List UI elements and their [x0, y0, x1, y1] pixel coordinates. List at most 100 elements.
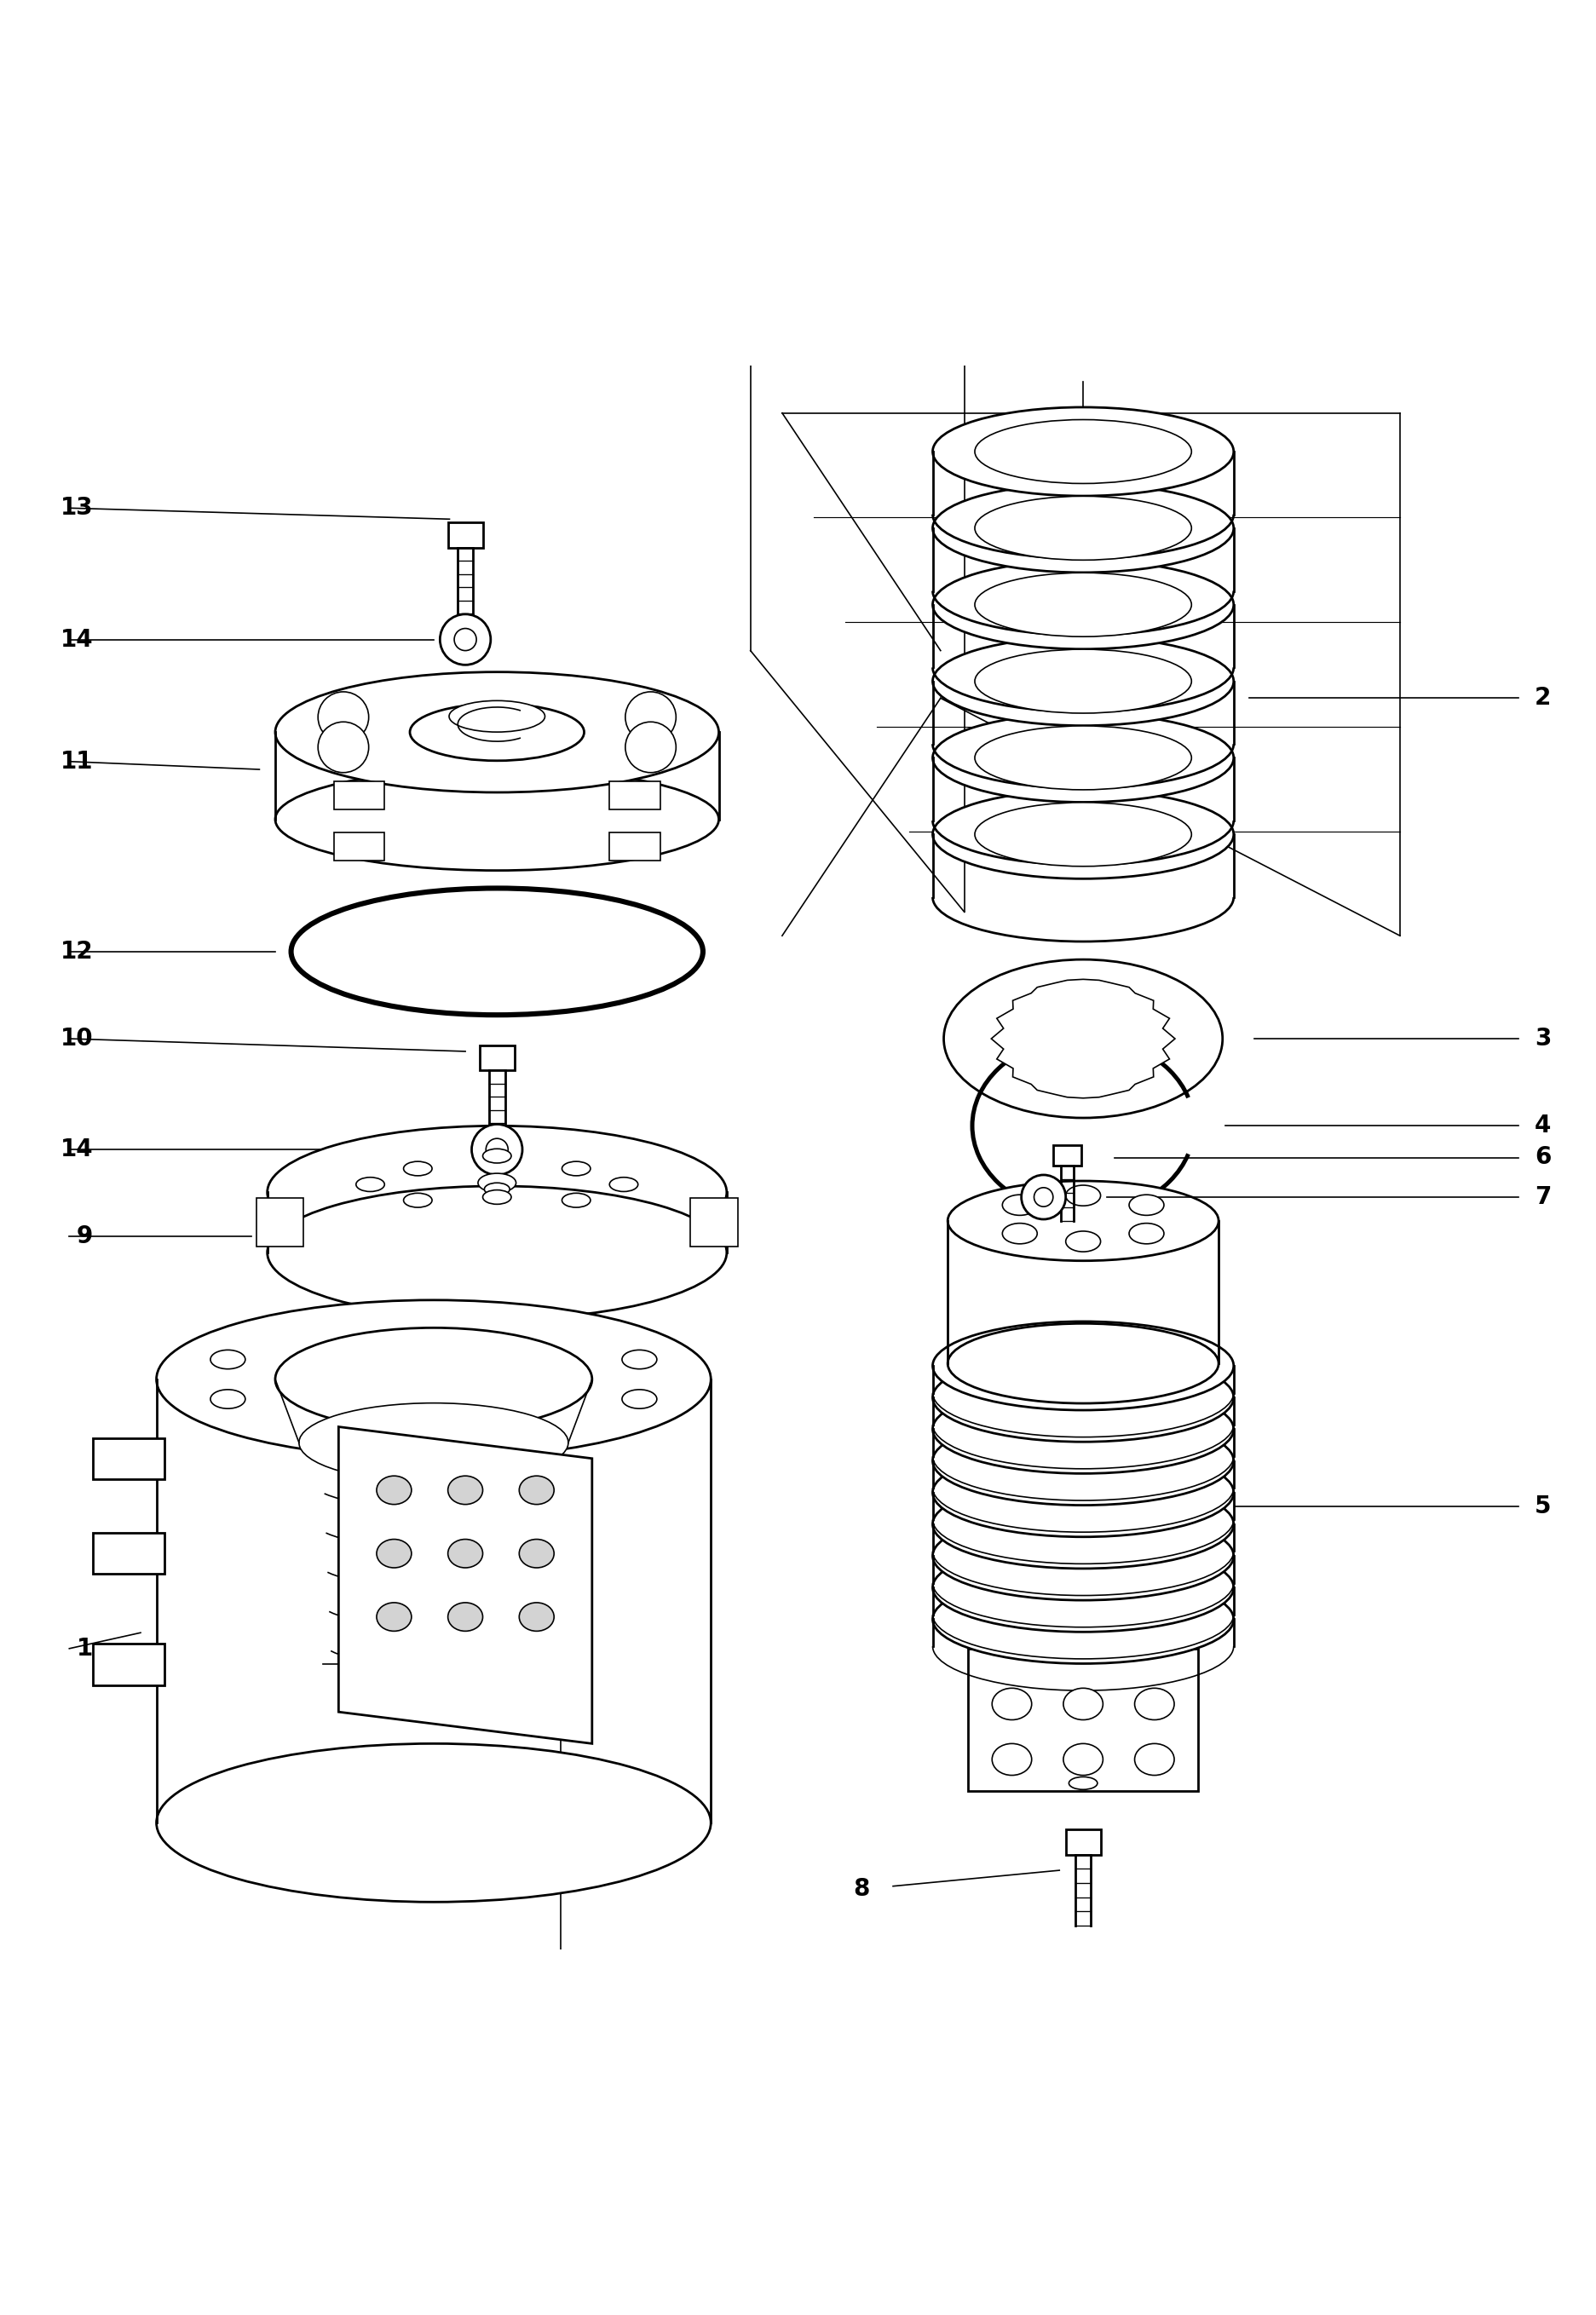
Ellipse shape — [1002, 1222, 1037, 1243]
Ellipse shape — [932, 484, 1234, 572]
Ellipse shape — [484, 1183, 509, 1195]
Ellipse shape — [1063, 1688, 1103, 1720]
Ellipse shape — [932, 1354, 1234, 1442]
Polygon shape — [991, 979, 1175, 1097]
Ellipse shape — [404, 1192, 433, 1208]
Ellipse shape — [932, 1479, 1234, 1570]
Ellipse shape — [1066, 1232, 1101, 1252]
Ellipse shape — [975, 648, 1192, 713]
Ellipse shape — [975, 803, 1192, 866]
Ellipse shape — [1135, 1688, 1175, 1720]
Ellipse shape — [211, 1350, 246, 1368]
Ellipse shape — [1069, 1778, 1098, 1789]
Circle shape — [485, 1139, 508, 1160]
Ellipse shape — [275, 1329, 592, 1431]
Ellipse shape — [448, 1539, 482, 1567]
Bar — [334, 780, 385, 810]
Ellipse shape — [610, 1178, 638, 1192]
Ellipse shape — [404, 1162, 433, 1176]
Circle shape — [626, 692, 677, 743]
Ellipse shape — [1128, 1222, 1163, 1243]
Circle shape — [318, 722, 369, 773]
Ellipse shape — [519, 1539, 554, 1567]
Bar — [691, 1199, 737, 1245]
Ellipse shape — [1002, 1195, 1037, 1215]
Ellipse shape — [377, 1477, 412, 1505]
Ellipse shape — [943, 958, 1223, 1118]
Text: 13: 13 — [61, 495, 93, 521]
Text: 3: 3 — [1535, 1028, 1551, 1051]
Ellipse shape — [975, 572, 1192, 637]
Polygon shape — [338, 1426, 592, 1743]
Ellipse shape — [932, 1449, 1234, 1537]
Ellipse shape — [275, 769, 718, 870]
Bar — [610, 831, 661, 861]
Ellipse shape — [156, 1743, 710, 1903]
Ellipse shape — [448, 701, 544, 732]
Ellipse shape — [482, 1190, 511, 1204]
Bar — [93, 1644, 164, 1685]
Text: 10: 10 — [61, 1028, 93, 1051]
Ellipse shape — [932, 1322, 1234, 1410]
Circle shape — [1034, 1188, 1053, 1206]
Ellipse shape — [377, 1539, 412, 1567]
Circle shape — [318, 692, 369, 743]
Ellipse shape — [622, 1389, 658, 1408]
Text: 5: 5 — [1535, 1493, 1551, 1519]
Bar — [93, 1533, 164, 1574]
Ellipse shape — [562, 1192, 591, 1208]
Ellipse shape — [477, 1174, 516, 1192]
Ellipse shape — [932, 1544, 1234, 1632]
Text: 9: 9 — [77, 1225, 93, 1248]
Ellipse shape — [1063, 1743, 1103, 1776]
Ellipse shape — [275, 671, 718, 792]
Ellipse shape — [156, 1301, 710, 1458]
Bar — [93, 1438, 164, 1479]
Ellipse shape — [356, 1178, 385, 1192]
Ellipse shape — [448, 1477, 482, 1505]
Ellipse shape — [410, 704, 584, 762]
Ellipse shape — [975, 495, 1192, 560]
Ellipse shape — [932, 713, 1234, 803]
Ellipse shape — [519, 1477, 554, 1505]
Ellipse shape — [975, 419, 1192, 484]
Ellipse shape — [932, 1417, 1234, 1505]
Ellipse shape — [519, 1602, 554, 1632]
Ellipse shape — [993, 1688, 1031, 1720]
Ellipse shape — [932, 789, 1234, 880]
Text: 7: 7 — [1535, 1185, 1551, 1208]
Ellipse shape — [948, 1324, 1219, 1403]
Text: 14: 14 — [61, 627, 93, 651]
Ellipse shape — [298, 1403, 568, 1482]
Ellipse shape — [482, 1148, 511, 1162]
Ellipse shape — [1128, 1195, 1163, 1215]
Ellipse shape — [377, 1602, 412, 1632]
Bar — [257, 1199, 303, 1245]
Ellipse shape — [932, 637, 1234, 725]
Bar — [479, 1044, 514, 1070]
Text: 1: 1 — [77, 1637, 93, 1660]
Ellipse shape — [932, 1384, 1234, 1475]
Ellipse shape — [267, 1185, 726, 1320]
Ellipse shape — [932, 1512, 1234, 1600]
Ellipse shape — [448, 1602, 482, 1632]
Ellipse shape — [993, 1743, 1031, 1776]
Circle shape — [455, 627, 477, 651]
Ellipse shape — [562, 1162, 591, 1176]
Bar — [610, 780, 661, 810]
Circle shape — [626, 722, 677, 773]
Text: 2: 2 — [1535, 685, 1551, 711]
Bar — [969, 1648, 1199, 1792]
Bar — [448, 523, 482, 549]
Bar — [334, 831, 385, 861]
Text: 6: 6 — [1535, 1146, 1551, 1169]
Bar — [1053, 1146, 1082, 1164]
Ellipse shape — [622, 1350, 658, 1368]
Ellipse shape — [1066, 1185, 1101, 1206]
Bar — [1066, 1829, 1101, 1854]
Ellipse shape — [211, 1389, 246, 1408]
Text: 12: 12 — [61, 940, 93, 963]
Text: 14: 14 — [61, 1137, 93, 1162]
Text: 8: 8 — [852, 1877, 870, 1901]
Ellipse shape — [932, 1574, 1234, 1664]
